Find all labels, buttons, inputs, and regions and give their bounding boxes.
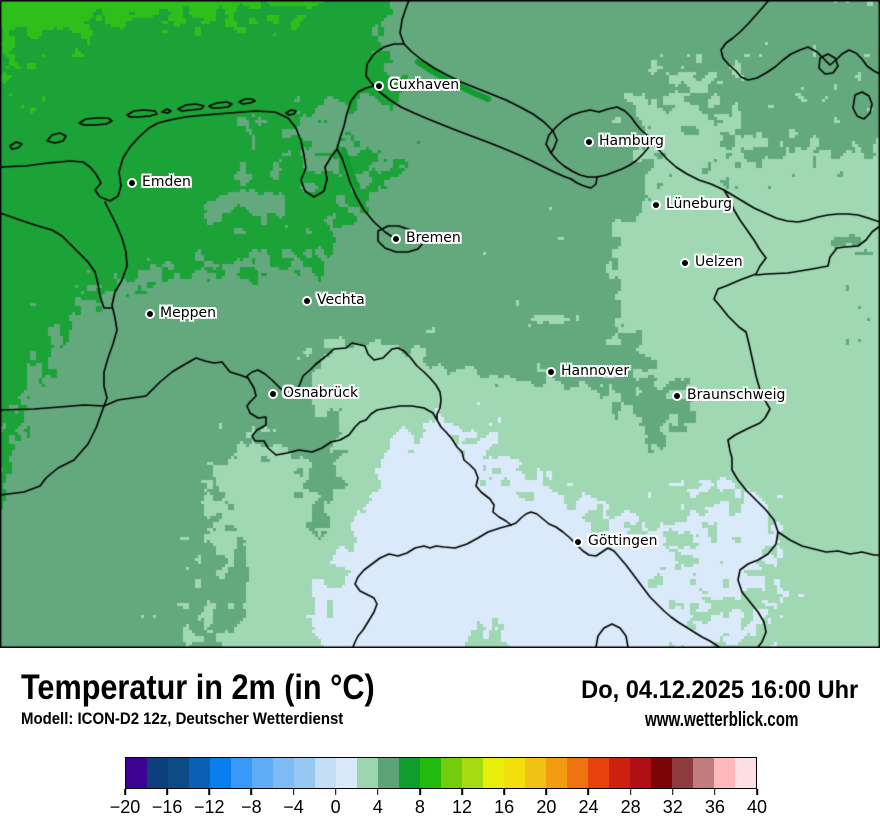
colorbar-tick-label: 32 [662, 797, 683, 817]
colorbar-tick-label: 36 [704, 797, 725, 817]
colorbar-tick [166, 789, 168, 795]
city-label: Hannover [561, 363, 630, 379]
colorbar-tick [377, 789, 379, 795]
colorbar-segment [378, 758, 399, 788]
city-label: Osnabrück [283, 385, 359, 401]
website-label: www.wetterblick.com [645, 709, 799, 731]
colorbar-segment [630, 758, 651, 788]
city-label: Vechta [317, 292, 365, 308]
city-marker [129, 180, 135, 186]
colorbar-tick [250, 789, 253, 795]
page-title: Temperatur in 2m (in °C) [21, 668, 375, 707]
colorbar-tick [419, 789, 421, 795]
colorbar-segment [210, 758, 231, 788]
colorbar-tick-label: 12 [452, 797, 473, 817]
colorbar-tick-label: −12 [193, 797, 225, 817]
colorbar-tick-label: −8 [241, 797, 262, 817]
colorbar-tick [208, 789, 211, 795]
city-label: Lüneburg [666, 196, 733, 212]
city-label: Uelzen [695, 254, 743, 270]
map-footer: Temperatur in 2m (in °C) Modell: ICON-D2… [0, 648, 880, 830]
colorbar-segment [336, 758, 357, 788]
colorbar-segment [546, 758, 567, 788]
colorbar-segment [462, 758, 483, 788]
colorbar-segment [399, 758, 420, 788]
colorbar-tick [756, 789, 758, 795]
city-marker [270, 391, 276, 397]
city-marker [575, 539, 581, 545]
colorbar-tick-label: 20 [536, 797, 557, 817]
temperature-map: Cuxhaven Hamburg Emden Lüneburg Bremen Uelzen… [0, 0, 880, 648]
city-marker [393, 236, 399, 242]
colorbar-segment [147, 758, 168, 788]
city-marker [653, 202, 659, 208]
model-info: Modell: ICON-D2 12z, Deutscher Wetterdie… [21, 709, 344, 728]
city-marker [376, 83, 382, 89]
colorbar-tick-label: 8 [414, 797, 425, 817]
city-marker [674, 393, 680, 399]
city-marker [586, 139, 592, 145]
colorbar-segment [420, 758, 441, 788]
colorbar-tick [587, 789, 590, 795]
colorbar-tick [545, 789, 548, 795]
colorbar-segment [189, 758, 210, 788]
colorbar-segment [294, 758, 315, 788]
colorbar-segment [714, 758, 735, 788]
colorbar-tick [292, 789, 295, 795]
colorbar-tick-label: 40 [746, 797, 768, 817]
colorbar-segment [609, 758, 630, 788]
colorbar-tick-label: 0 [330, 797, 341, 817]
city-marker [147, 311, 153, 317]
colorbar-segment [651, 758, 672, 788]
colorbar-segment [588, 758, 609, 788]
city-label: Meppen [160, 305, 216, 321]
colorbar-tick-label: −16 [151, 797, 183, 817]
city-label: Braunschweig [687, 387, 786, 403]
colorbar-tick-label: 16 [494, 797, 515, 817]
colorbar-segment [315, 758, 336, 788]
colorbar-segment [567, 758, 588, 788]
temperature-field-canvas [0, 0, 880, 648]
colorbar-segment [693, 758, 714, 788]
colorbar-segment [252, 758, 273, 788]
colorbar-segment [168, 758, 189, 788]
temperature-colorbar [125, 757, 757, 789]
colorbar-tick-label: 4 [372, 797, 383, 817]
colorbar-segment [735, 758, 756, 788]
colorbar-tick [461, 789, 463, 795]
city-label: Emden [142, 174, 191, 190]
colorbar-ticks: −20 −16 −12 −8 −4 0 4 8 12 16 20 24 28 32 36 40 [110, 789, 767, 829]
colorbar-tick-label: −4 [283, 797, 304, 817]
colorbar-segment [672, 758, 693, 788]
colorbar-tick [124, 789, 126, 795]
colorbar-tick [629, 789, 632, 795]
colorbar-segment [357, 758, 378, 788]
colorbar-tick [671, 789, 674, 795]
city-marker [682, 260, 688, 266]
city-label: Cuxhaven [389, 77, 460, 93]
colorbar-tick [503, 789, 505, 795]
colorbar-segment [441, 758, 462, 788]
colorbar-tick-label: 28 [620, 797, 641, 817]
colorbar-segment [231, 758, 252, 788]
colorbar-tick-label: −20 [109, 797, 141, 817]
colorbar-tick-label: 24 [578, 797, 599, 817]
colorbar-segment [504, 758, 525, 788]
city-marker [304, 298, 310, 304]
colorbar-segment [273, 758, 294, 788]
city-label: Hamburg [599, 133, 664, 149]
city-marker [548, 369, 554, 375]
colorbar-segment [525, 758, 546, 788]
colorbar-segment [483, 758, 504, 788]
city-label: Bremen [406, 230, 461, 246]
forecast-datetime: Do, 04.12.2025 16:00 Uhr [580, 676, 858, 704]
colorbar-tick [334, 789, 337, 795]
city-label: Göttingen [588, 533, 658, 549]
colorbar-segment [126, 758, 147, 788]
colorbar-tick [714, 789, 716, 795]
